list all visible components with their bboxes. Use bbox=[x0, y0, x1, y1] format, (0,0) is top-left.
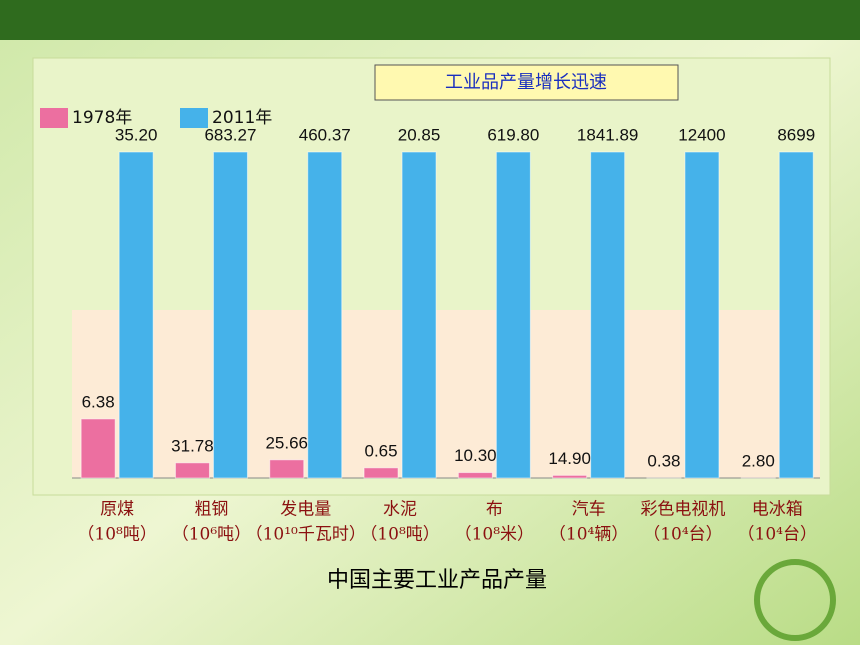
value-label: 1841.89 bbox=[577, 125, 638, 144]
legend-label: 1978年 bbox=[72, 108, 132, 128]
bar bbox=[212, 151, 248, 479]
bar bbox=[778, 151, 814, 479]
x-unit-label: （10⁴台） bbox=[738, 525, 817, 545]
bar bbox=[307, 151, 343, 479]
x-tick-label: 布 bbox=[486, 500, 503, 520]
x-tick-label: 原煤 bbox=[100, 500, 134, 520]
x-unit-label: （10⁴辆） bbox=[549, 525, 628, 545]
value-label: 0.38 bbox=[647, 451, 680, 470]
x-unit-label: （10⁸吨） bbox=[77, 525, 156, 545]
x-tick-label: 汽车 bbox=[572, 500, 606, 520]
x-unit-label: （10⁸米） bbox=[455, 525, 534, 545]
bar bbox=[495, 151, 531, 479]
value-label: 0.65 bbox=[365, 441, 398, 460]
bar bbox=[457, 472, 493, 479]
legend-swatch bbox=[180, 108, 208, 128]
legend-swatch bbox=[40, 108, 68, 128]
x-unit-label: （10⁶吨） bbox=[172, 525, 251, 545]
value-label: 35.20 bbox=[115, 125, 158, 144]
bar bbox=[80, 418, 116, 479]
bar bbox=[552, 474, 588, 479]
value-label: 20.85 bbox=[398, 125, 441, 144]
logo bbox=[754, 559, 836, 641]
bar bbox=[590, 151, 626, 479]
x-tick-label: 水泥 bbox=[383, 500, 417, 520]
title-box bbox=[374, 64, 679, 101]
value-label: 2.80 bbox=[742, 451, 775, 470]
value-label: 8699 bbox=[777, 125, 815, 144]
value-label: 14.90 bbox=[548, 449, 591, 468]
x-tick-label: 发电量 bbox=[280, 500, 331, 520]
x-tick-label: 彩色电视机 bbox=[640, 500, 725, 520]
x-tick-label: 电冰箱 bbox=[752, 500, 803, 520]
value-label: 31.78 bbox=[171, 436, 214, 455]
chart-title: 工业品产量增长迅速 bbox=[445, 72, 607, 93]
bar bbox=[118, 151, 154, 479]
value-label: 12400 bbox=[678, 125, 725, 144]
bar bbox=[684, 151, 720, 479]
value-label: 460.37 bbox=[299, 125, 351, 144]
x-unit-label: （10¹⁰千瓦时） bbox=[246, 525, 366, 545]
x-unit-label: （10⁴台） bbox=[643, 525, 722, 545]
x-tick-label: 粗钢 bbox=[194, 500, 228, 520]
x-unit-label: （10⁸吨） bbox=[360, 525, 439, 545]
value-label: 25.66 bbox=[265, 433, 308, 452]
bar bbox=[363, 467, 399, 479]
bar bbox=[269, 459, 305, 479]
value-label: 619.80 bbox=[487, 125, 539, 144]
value-label: 683.27 bbox=[204, 125, 256, 144]
legend-label: 2011年 bbox=[212, 108, 272, 128]
value-label: 10.30 bbox=[454, 446, 497, 465]
caption: 中国主要工业产品产量 bbox=[327, 568, 547, 593]
top-band bbox=[0, 0, 860, 40]
value-label: 6.38 bbox=[82, 392, 115, 411]
bar bbox=[174, 462, 210, 479]
bar bbox=[401, 151, 437, 479]
